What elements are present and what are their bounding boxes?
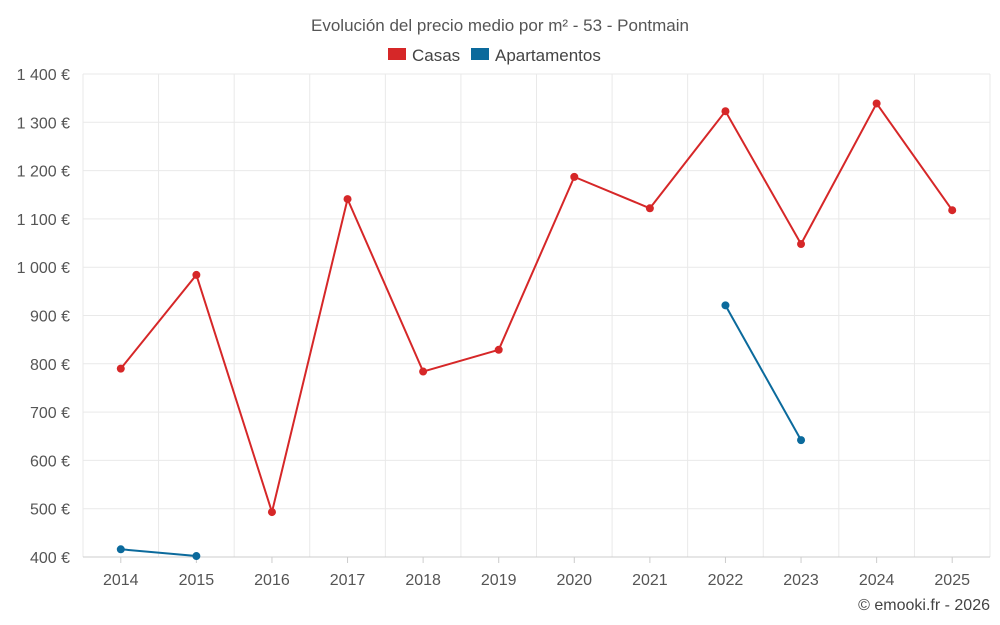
x-tick-label: 2014 — [103, 572, 139, 589]
x-tick-label: 2016 — [254, 572, 290, 589]
data-point[interactable] — [721, 301, 730, 310]
legend-swatch-casas — [388, 48, 406, 60]
chart-title: Evolución del precio medio por m² - 53 -… — [311, 16, 689, 35]
data-point[interactable] — [494, 345, 503, 354]
data-point[interactable] — [267, 508, 276, 517]
series-line — [724, 304, 802, 441]
series-line — [120, 548, 197, 558]
data-point[interactable] — [192, 552, 201, 561]
data-point[interactable] — [570, 172, 579, 181]
series-apartamentos — [116, 301, 806, 561]
y-axis: 400 € 500 € 600 € 700 € 800 € 900 € 1 000 € 1 1… — [17, 67, 70, 567]
data-point[interactable] — [645, 204, 654, 213]
series-line — [120, 102, 954, 514]
legend-swatch-apartamentos — [471, 48, 489, 60]
data-point[interactable] — [797, 436, 806, 445]
y-tick-label: 900 € — [30, 309, 70, 326]
y-tick-label: 600 € — [30, 453, 70, 470]
x-tick-label: 2024 — [859, 572, 895, 589]
y-tick-label: 400 € — [30, 550, 70, 567]
data-point[interactable] — [721, 107, 730, 116]
x-tick-label: 2022 — [708, 572, 744, 589]
x-tick-label: 2015 — [179, 572, 215, 589]
data-point[interactable] — [419, 367, 428, 376]
y-tick-label: 1 200 € — [17, 164, 70, 181]
x-tick-label: 2017 — [330, 572, 366, 589]
data-point[interactable] — [872, 99, 881, 108]
legend-label-casas[interactable]: Casas — [412, 46, 460, 65]
x-tick-label: 2020 — [556, 572, 592, 589]
legend-label-apartamentos[interactable]: Apartamentos — [495, 46, 601, 65]
x-tick-label: 2019 — [481, 572, 517, 589]
y-tick-label: 1 300 € — [17, 115, 70, 132]
data-point[interactable] — [797, 240, 806, 249]
y-tick-label: 800 € — [30, 357, 70, 374]
series-casas — [116, 99, 957, 517]
data-point[interactable] — [116, 545, 125, 554]
x-axis: 2014 2015 2016 2017 2018 2019 2020 2021 2022 2023… — [83, 556, 990, 589]
data-point[interactable] — [116, 364, 125, 373]
x-tick-label: 2021 — [632, 572, 668, 589]
x-tick-label: 2025 — [934, 572, 970, 589]
y-tick-label: 1 100 € — [17, 212, 70, 229]
x-tick-label: 2018 — [405, 572, 441, 589]
y-tick-label: 500 € — [30, 502, 70, 519]
y-tick-label: 1 400 € — [17, 67, 70, 84]
y-tick-label: 1 000 € — [17, 260, 70, 277]
credit-text: © emooki.fr - 2026 — [858, 597, 990, 614]
data-point[interactable] — [343, 195, 352, 204]
legend: Casas Apartamentos — [388, 46, 601, 65]
series-layer — [116, 99, 957, 561]
grid-lines — [82, 73, 991, 557]
y-tick-label: 700 € — [30, 405, 70, 422]
x-tick-label: 2023 — [783, 572, 819, 589]
data-point[interactable] — [948, 206, 957, 215]
data-point[interactable] — [192, 270, 201, 279]
